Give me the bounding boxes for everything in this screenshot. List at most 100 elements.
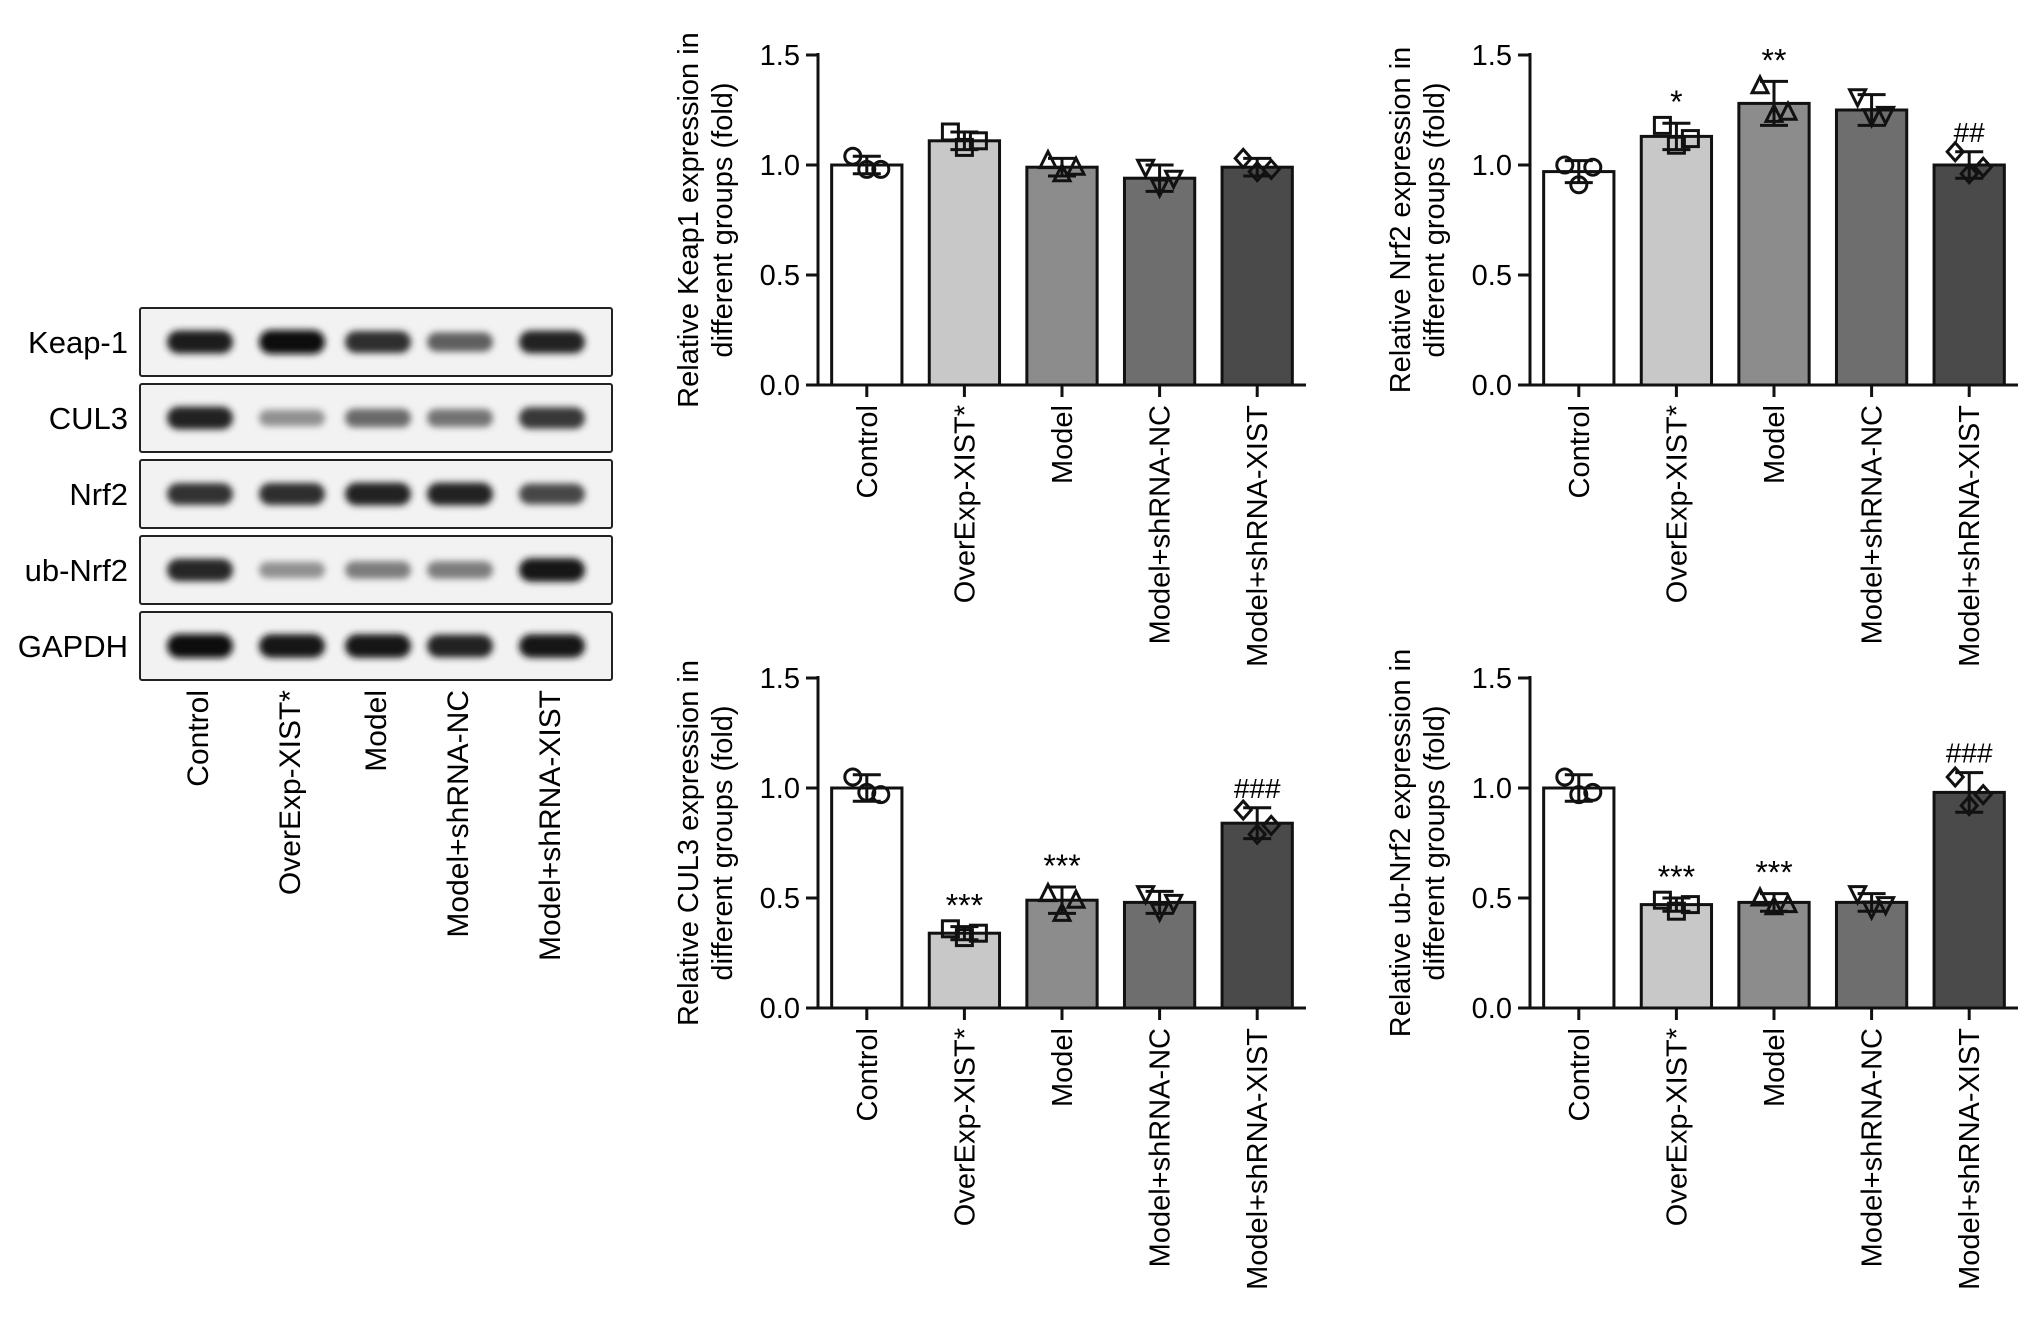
point-control-1	[1555, 155, 1575, 175]
point-model-1	[1749, 73, 1771, 95]
band-keap-1-lane-5	[519, 330, 585, 354]
point-model-shrna-nc-3	[1875, 896, 1897, 917]
point-model-2	[1763, 894, 1785, 916]
point-model-shrna-xist-3	[1973, 783, 1994, 806]
band-gapdh-lane-5	[519, 634, 585, 658]
lane-label-overexp-xist: OverExp-XIST*	[274, 690, 307, 895]
x-tick-label-control: Control	[852, 405, 884, 499]
y-tick-label-1-5: 1.5	[760, 663, 800, 695]
point-model-shrna-nc-3	[1875, 105, 1897, 127]
band-nrf2-lane-4	[427, 482, 493, 506]
point-overexp-xist-1	[1652, 890, 1672, 910]
point-model-shrna-xist-3	[1261, 814, 1282, 837]
point-model-shrna-xist-1	[1233, 147, 1254, 170]
y-tick-label-0-5: 0.5	[1472, 883, 1512, 915]
point-control-1	[843, 146, 863, 166]
point-model-3	[1777, 99, 1799, 121]
point-model-shrna-xist-3	[1973, 155, 1994, 179]
x-tick-label-model-shrna-nc: Model+shRNA-NC	[1857, 1028, 1889, 1267]
point-model-shrna-xist-2	[1959, 162, 1980, 186]
point-model-1	[1749, 885, 1771, 907]
chart-1: Relative Keap1 expression indifferent gr…	[673, 32, 1306, 667]
point-model-shrna-nc-2	[1149, 902, 1171, 924]
point-overexp-xist-3	[968, 131, 988, 151]
significance-overexp-xist: ***	[946, 888, 983, 924]
band-keap-1-lane-4	[427, 332, 493, 352]
lane-label-control: Control	[182, 690, 215, 787]
y-tick-label-1-0: 1.0	[1472, 150, 1512, 182]
x-tick-label-model: Model	[1759, 1028, 1791, 1107]
x-tick-label-model-shrna-nc: Model+shRNA-NC	[1857, 405, 1889, 644]
point-model-shrna-xist-1	[1945, 765, 1966, 789]
y-axis-label-line-1: Relative Nrf2 expression in	[1385, 47, 1417, 394]
band-label-gapdh: GAPDH	[18, 629, 128, 664]
band-ub-nrf2-lane-5	[519, 558, 585, 582]
point-model-shrna-nc-1	[1135, 885, 1157, 906]
chart-2: Relative Nrf2 expression indifferent gro…	[1385, 40, 2018, 667]
point-model-shrna-xist-3	[1261, 158, 1282, 181]
point-model-2	[1051, 901, 1073, 922]
x-tick-label-model: Model	[1047, 405, 1079, 484]
y-tick-label-0-0: 0.0	[1472, 370, 1512, 402]
y-tick-label-1-5: 1.5	[1472, 40, 1512, 72]
point-model-3	[1777, 892, 1799, 914]
y-axis-label-line-1: Relative ub-Nrf2 expression in	[1385, 649, 1417, 1037]
y-tick-label-0-0: 0.0	[1472, 993, 1512, 1025]
y-tick-label-0-5: 0.5	[760, 260, 800, 292]
bar-model	[1737, 900, 1811, 1010]
point-model-shrna-xist-2	[1247, 822, 1268, 846]
significance-model: ***	[1043, 848, 1080, 884]
x-tick-label-model: Model	[1759, 405, 1791, 484]
significance-overexp-xist: *	[1670, 84, 1682, 120]
band-label-keap-1: Keap-1	[28, 325, 128, 360]
point-model-shrna-nc-1	[1135, 158, 1157, 180]
point-control-3	[1583, 782, 1603, 802]
point-model-2	[1763, 102, 1785, 123]
y-tick-label-1-0: 1.0	[760, 150, 800, 182]
x-tick-label-control: Control	[1564, 405, 1596, 499]
bar-model	[1025, 165, 1099, 387]
bar-charts: Relative Keap1 expression indifferent gr…	[673, 32, 2018, 1290]
lane-label-model: Model	[360, 690, 393, 772]
band-label-cul3: CUL3	[49, 401, 128, 436]
bar-model	[1025, 898, 1099, 1010]
point-model-shrna-xist-1	[1945, 140, 1966, 164]
point-control-2	[857, 159, 877, 179]
point-model-1	[1037, 148, 1059, 170]
chart-4: Relative ub-Nrf2 expression indifferent …	[1385, 649, 2018, 1290]
band-ub-nrf2-lane-1	[167, 558, 233, 582]
point-model-shrna-nc-3	[1163, 169, 1185, 191]
point-overexp-xist-3	[1680, 129, 1700, 149]
y-tick-label-0-0: 0.0	[760, 993, 800, 1025]
y-axis-label-line-2: different groups (fold)	[707, 82, 739, 357]
band-ub-nrf2-lane-3	[345, 561, 411, 579]
band-nrf2-lane-1	[167, 483, 233, 505]
band-ub-nrf2-lane-2	[259, 561, 325, 579]
point-control-2	[1569, 785, 1589, 805]
y-axis-label: Relative CUL3 expression indifferent gro…	[673, 660, 739, 1026]
x-tick-label-control: Control	[1564, 1028, 1596, 1122]
x-tick-label-model-shrna-xist: Model+shRNA-XIST	[1242, 1028, 1274, 1290]
band-gapdh-lane-4	[427, 634, 493, 658]
bar-control	[830, 786, 904, 1010]
y-tick-label-1-0: 1.0	[1472, 773, 1512, 805]
point-control-2	[1569, 175, 1589, 195]
y-tick-label-1-5: 1.5	[760, 40, 800, 72]
point-model-shrna-nc-2	[1861, 108, 1883, 129]
point-overexp-xist-1	[940, 122, 960, 142]
significance-model: ***	[1755, 855, 1792, 891]
y-tick-label-0-5: 0.5	[760, 883, 800, 915]
point-model-shrna-xist-1	[1233, 798, 1254, 822]
band-keap-1-lane-2	[259, 330, 325, 354]
point-overexp-xist-1	[1652, 115, 1672, 135]
band-gapdh-lane-1	[167, 634, 233, 658]
bar-model-shrna-xist	[1932, 790, 2006, 1010]
x-tick-label-model-shrna-xist: Model+shRNA-XIST	[1954, 405, 1986, 667]
bar-model-shrna-nc	[1834, 108, 1909, 387]
x-tick-label-model: Model	[1047, 1028, 1079, 1107]
point-control-3	[871, 159, 891, 179]
bar-control	[1542, 786, 1616, 1010]
point-model-1	[1037, 881, 1059, 903]
bar-overexp-xist	[927, 139, 1002, 387]
